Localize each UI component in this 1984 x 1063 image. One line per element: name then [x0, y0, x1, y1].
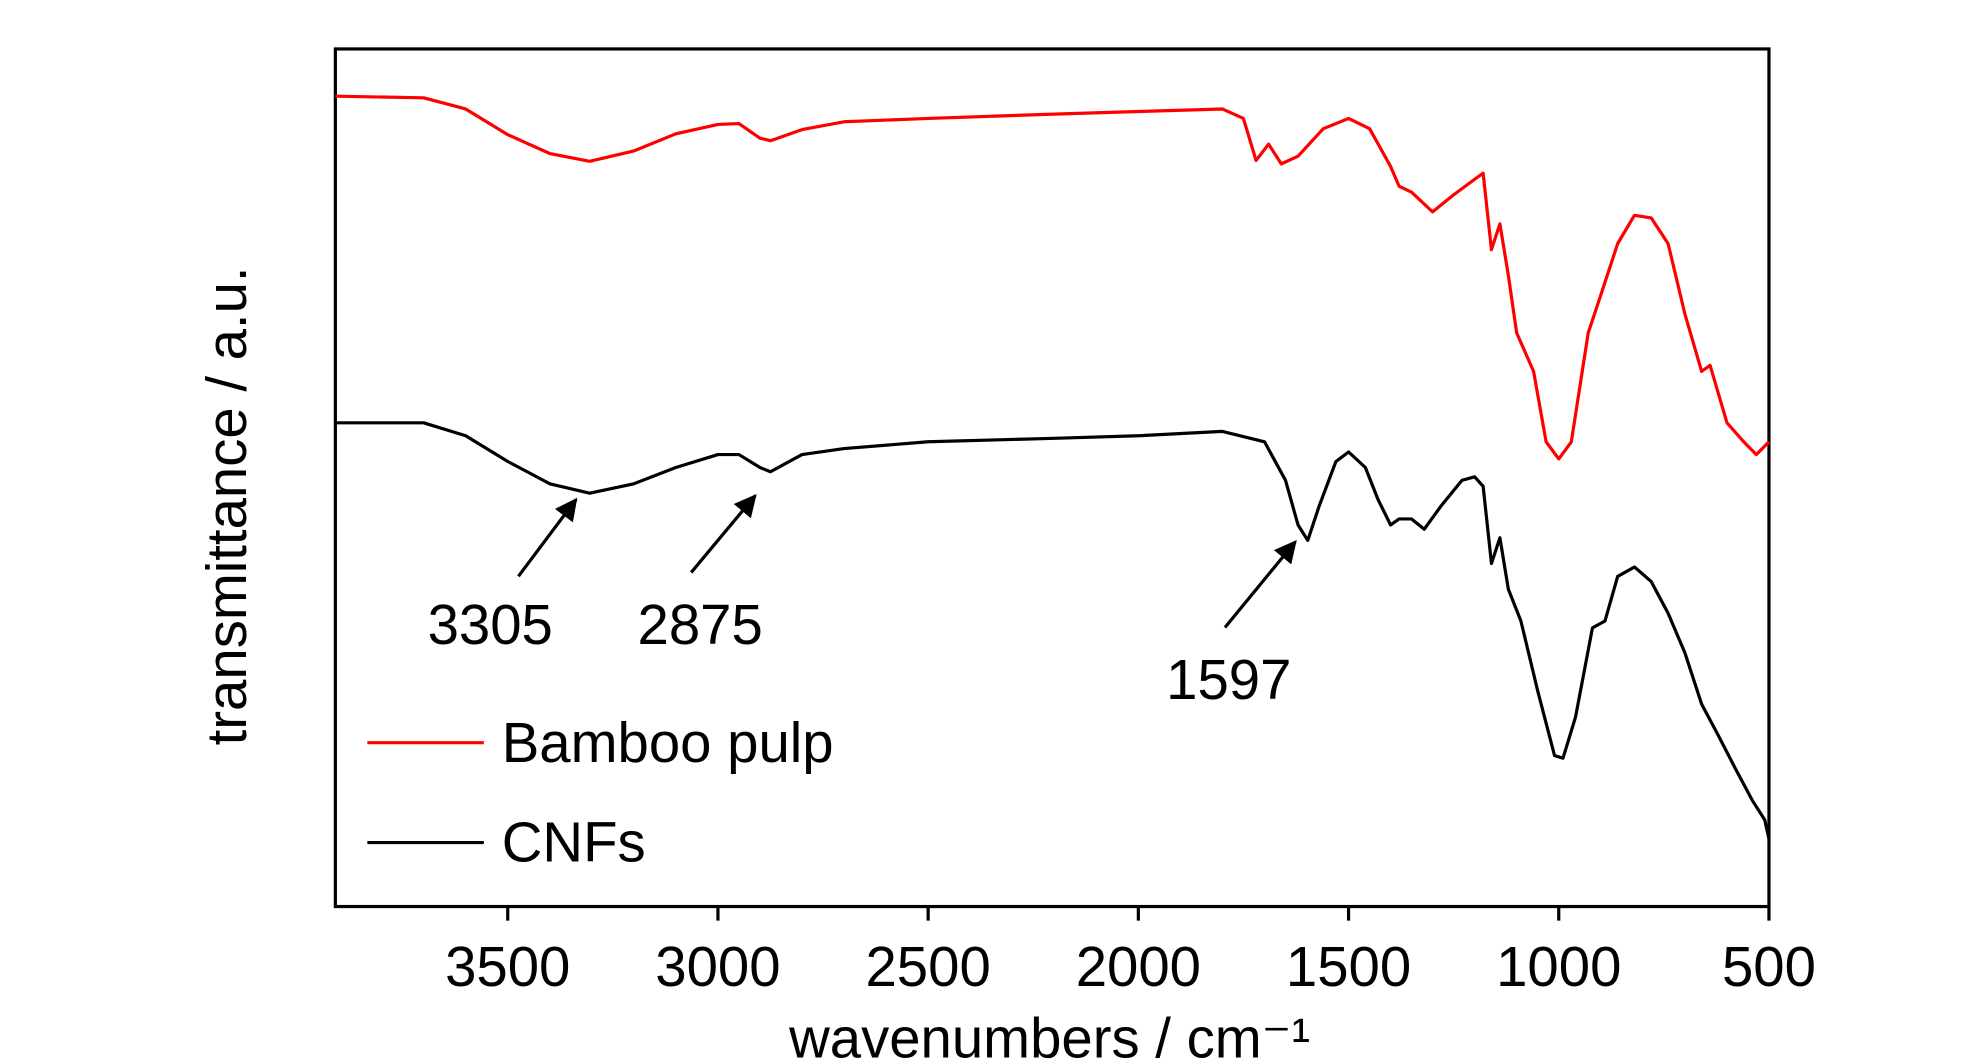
- x-tick-label: 1500: [1286, 935, 1411, 998]
- annotation: 3305: [428, 593, 553, 656]
- series-line: [335, 94, 1771, 461]
- annotation: 1597: [1166, 648, 1291, 711]
- x-axis-label: wavenumbers / cm⁻¹: [788, 1007, 1310, 1063]
- y-axis-label: transmittance / a.u.: [195, 266, 258, 745]
- x-tick-label: 3000: [655, 935, 780, 998]
- series-line: [335, 421, 1771, 840]
- annotation: 2875: [638, 593, 763, 656]
- annotation-arrow: [517, 497, 578, 578]
- annotation-arrow: [689, 493, 757, 574]
- x-tick-label: 1000: [1496, 935, 1621, 998]
- plot-frame: [333, 47, 1771, 909]
- legend-label: CNFs: [502, 811, 646, 874]
- annotation-arrow: [1223, 540, 1297, 629]
- x-tick-label: 500: [1722, 935, 1816, 998]
- x-tick-label: 2500: [865, 935, 990, 998]
- legend-label: Bamboo pulp: [502, 711, 834, 774]
- x-tick-label: 3500: [445, 935, 570, 998]
- x-tick-label: 2000: [1076, 935, 1201, 998]
